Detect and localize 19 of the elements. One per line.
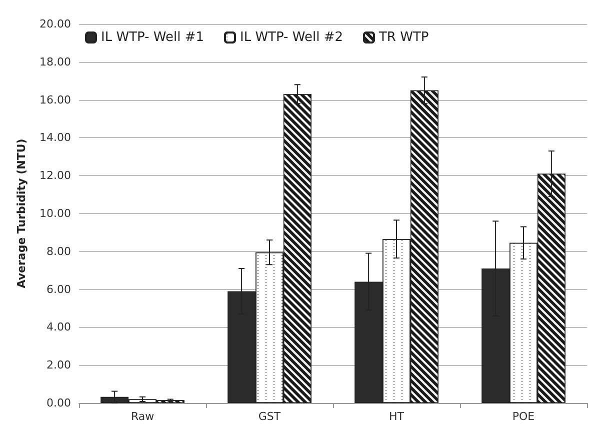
legend-label: IL WTP- Well #2 — [240, 30, 343, 45]
legend-label: TR WTP — [378, 30, 429, 45]
y-tick-label: 2.00 — [46, 358, 71, 372]
legend-label: IL WTP- Well #1 — [101, 30, 204, 45]
y-tick-label: 12.00 — [40, 169, 71, 182]
y-tick-label: 16.00 — [40, 93, 71, 106]
y-axis-title: Average Turbidity (NTU) — [15, 138, 28, 288]
x-tick-label: GST — [258, 410, 281, 423]
y-tick-label: 4.00 — [46, 320, 71, 334]
y-tick-label: 8.00 — [46, 244, 71, 258]
y-tick-label: 6.00 — [46, 282, 71, 296]
y-tick-label: 10.00 — [40, 207, 71, 220]
x-tick-label: Raw — [130, 410, 154, 423]
y-tick-label: 0.00 — [46, 396, 71, 410]
y-tick-label: 14.00 — [40, 131, 71, 144]
y-tick-label: 18.00 — [40, 55, 71, 68]
y-tick-label: 20.00 — [40, 18, 71, 30]
x-tick-label: POE — [512, 410, 535, 423]
x-tick-label: HT — [389, 410, 404, 423]
